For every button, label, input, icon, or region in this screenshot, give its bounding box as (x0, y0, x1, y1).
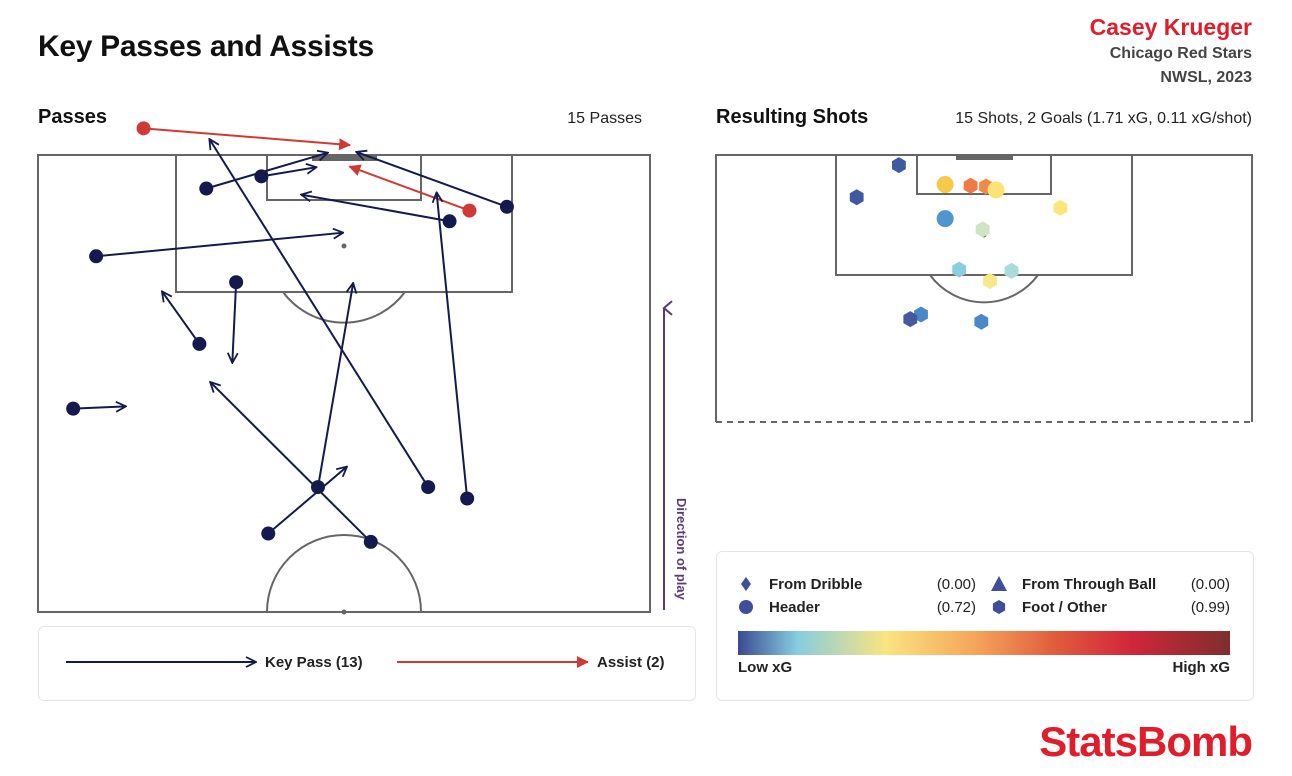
key-pass-origin-dot (254, 169, 269, 184)
key-pass-line (317, 283, 353, 488)
key-pass-line (232, 282, 236, 363)
low-xg-label: Low xG (738, 659, 793, 676)
foot-shot-marker (903, 311, 918, 328)
key-pass-origin-dot (261, 526, 276, 541)
shots-pitch (715, 154, 1253, 423)
foot-shot-marker (914, 306, 928, 323)
header-shot-marker (987, 181, 1005, 199)
passes-pitch (37, 154, 651, 615)
from-through-ball-label: From Through Ball (1022, 576, 1157, 593)
circle-icon (739, 600, 753, 614)
key-pass-origin-dot (363, 534, 378, 549)
assist-line (348, 164, 470, 212)
penalty-box (175, 154, 513, 293)
key-pass-legend-label: Key Pass (13) (265, 654, 363, 671)
foot-other-value: (0.99) (1190, 599, 1230, 616)
header-shot-marker (936, 175, 954, 193)
foot-other-label: Foot / Other (1022, 599, 1107, 616)
foot-shot-marker (1053, 199, 1068, 216)
from-dribble-label: From Dribble (769, 576, 863, 593)
shots-penalty-arc (929, 274, 1039, 304)
passes-panel-title: Passes (38, 106, 107, 128)
foot-shot-marker (952, 261, 967, 278)
assist-origin-dot (136, 121, 151, 136)
foot-shot-marker (849, 189, 864, 206)
assist-origin-dot (462, 203, 477, 218)
shots-layer (849, 157, 1068, 330)
foot-shot-marker (983, 273, 997, 289)
triangle-icon (991, 576, 1007, 591)
key-pass-origin-dot (442, 214, 457, 229)
high-xg-label: High xG (1172, 659, 1230, 676)
key-pass-line (96, 233, 343, 258)
player-name: Casey Krueger (1089, 14, 1252, 40)
foot-shot-marker (892, 157, 906, 174)
shots-goal (956, 154, 1013, 160)
key-pass-origin-dot (229, 275, 244, 290)
page-title: Key Passes and Assists (38, 30, 374, 63)
passes-summary: 15 Passes (567, 110, 642, 127)
key-pass-origin-dot (421, 480, 436, 495)
shot-legend-box (716, 551, 1254, 701)
key-pass-origin-dot (66, 401, 81, 416)
key-pass-origin-dot (89, 249, 104, 264)
key-pass-origin-dot (499, 199, 514, 214)
key-pass-line (356, 152, 508, 208)
key-pass-line (437, 192, 469, 499)
key-pass-line (206, 153, 328, 190)
header-value: (0.72) (936, 599, 976, 616)
key-pass-origin-dot (310, 480, 325, 495)
penalty-arc (282, 291, 406, 324)
from-through-ball-value: (0.00) (1190, 576, 1230, 593)
key-pass-origin-dot (199, 181, 214, 196)
shots-penalty-box (835, 154, 1133, 276)
direction-label: Direction of play (674, 498, 689, 600)
foot-shot-marker (1004, 262, 1019, 279)
penalty-spot (341, 243, 347, 249)
key-pass-line (73, 406, 126, 408)
xg-color-scale (738, 631, 1230, 655)
assist-legend-label: Assist (2) (597, 654, 665, 671)
foot-shot-marker (974, 313, 989, 330)
pitch-outline (37, 154, 651, 613)
six-yard-box (266, 154, 422, 201)
key-pass-origin-dot (192, 336, 207, 351)
key-pass-line (301, 195, 450, 223)
hexagon-icon (992, 600, 1006, 614)
team-name: Chicago Red Stars (1109, 45, 1252, 62)
center-spot (341, 609, 347, 615)
shots-panel-title: Resulting Shots (716, 106, 869, 128)
header-label: Header (769, 599, 820, 616)
from-dribble-value: (0.00) (936, 576, 976, 593)
diamond-icon (741, 577, 751, 591)
key-pass-line (261, 167, 316, 178)
key-pass-line (209, 139, 429, 488)
header-shot-marker (936, 210, 954, 228)
key-pass-line (210, 382, 372, 543)
shots-summary: 15 Shots, 2 Goals (1.71 xG, 0.11 xG/shot… (955, 110, 1252, 127)
key-pass-line (162, 291, 201, 345)
assist-line (143, 127, 352, 151)
season-label: NWSL, 2023 (1160, 69, 1252, 86)
key-pass-line (267, 467, 347, 535)
passes-layer (66, 121, 514, 549)
foot-shot-marker (963, 177, 978, 194)
center-circle (266, 534, 422, 613)
shots-pitch-outline (715, 154, 1253, 422)
statsbomb-logo: StatsBomb (1039, 718, 1253, 765)
key-pass-origin-dot (460, 491, 475, 506)
foot-shot-marker (975, 221, 990, 238)
